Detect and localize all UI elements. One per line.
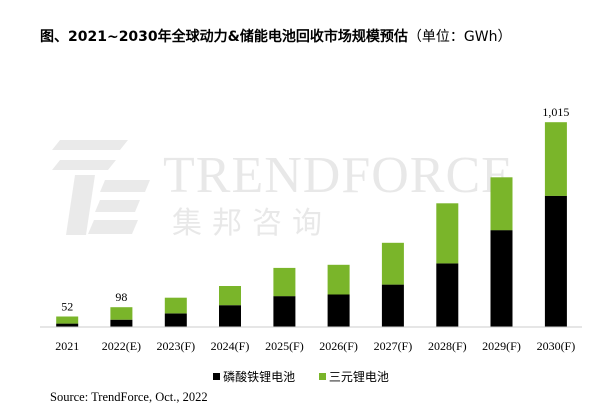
chart-title-main: 图、2021~2030年全球动力&储能电池回收市场规模预估 <box>40 29 408 45</box>
bar-lfp-2028(F) <box>436 263 459 327</box>
x-tick-label: 2027(F) <box>374 339 413 353</box>
bars-layer <box>56 122 567 327</box>
bar-lfp-2030(F) <box>544 195 567 327</box>
bar-ternary-2029(F) <box>490 177 513 231</box>
legend: 磷酸铁锂电池 三元锂电池 <box>0 368 602 385</box>
x-tick-label: 2029(F) <box>482 339 521 353</box>
bar-lfp-2026(F) <box>327 294 350 327</box>
x-tick-label: 2025(F) <box>265 339 304 353</box>
watermark-chinese: 集邦咨询 <box>172 206 332 241</box>
source-note: Source: TrendForce, Oct., 2022 <box>50 390 208 404</box>
chart-title: 图、2021~2030年全球动力&储能电池回收市场规模预估（单位：GWh） <box>40 26 511 46</box>
x-tick-labels: 2021 2022(E) 2023(F) 2024(F) 2025(F) 2026(F) 2… <box>55 339 575 353</box>
watermark: TRENDFORCE 集邦咨询 <box>52 140 514 241</box>
x-tick-label: 2022(E) <box>102 339 141 353</box>
bar-ternary-2027(F) <box>381 242 404 285</box>
x-tick-label: 2024(F) <box>211 339 250 353</box>
bar-ternary-2025(F) <box>273 267 296 297</box>
legend-item-lfp: 磷酸铁锂电池 <box>213 368 295 385</box>
bar-lfp-2027(F) <box>381 284 404 327</box>
watermark-logo <box>52 140 150 235</box>
bar-lfp-2021 <box>56 323 79 327</box>
bar-ternary-2030(F) <box>544 122 567 196</box>
legend-item-ternary: 三元锂电池 <box>318 368 389 385</box>
bar-lfp-2022(E) <box>110 319 133 327</box>
chart-title-unit: （单位：GWh） <box>407 29 512 45</box>
bar-ternary-2024(F) <box>219 286 241 306</box>
bar-ternary-2028(F) <box>436 203 459 264</box>
data-label-2030(F): 1,015 <box>542 105 569 119</box>
legend-swatch-ternary <box>318 373 326 380</box>
legend-label-ternary: 三元锂电池 <box>328 370 389 384</box>
data-labels: 52 98 1,015 <box>61 105 569 313</box>
x-tick-label: 2021 <box>55 339 79 353</box>
legend-label-lfp: 磷酸铁锂电池 <box>223 370 296 384</box>
bar-lfp-2024(F) <box>219 305 241 327</box>
data-label-2021: 52 <box>61 300 73 314</box>
bar-ternary-2026(F) <box>327 264 350 295</box>
data-label-2022(E): 98 <box>115 290 127 304</box>
legend-swatch-lfp <box>213 373 221 380</box>
bar-ternary-2023(F) <box>164 297 187 314</box>
watermark-name: TRENDFORCE <box>163 147 514 204</box>
x-tick-label: 2023(F) <box>156 339 195 353</box>
bar-ternary-2021 <box>56 316 79 324</box>
x-tick-label: 2030(F) <box>537 339 576 353</box>
x-tick-label: 2028(F) <box>428 339 467 353</box>
x-tick-label: 2026(F) <box>319 339 358 353</box>
bar-lfp-2025(F) <box>273 296 296 327</box>
bar-lfp-2029(F) <box>490 230 513 327</box>
bar-ternary-2022(E) <box>110 307 133 320</box>
bar-lfp-2023(F) <box>164 313 187 327</box>
